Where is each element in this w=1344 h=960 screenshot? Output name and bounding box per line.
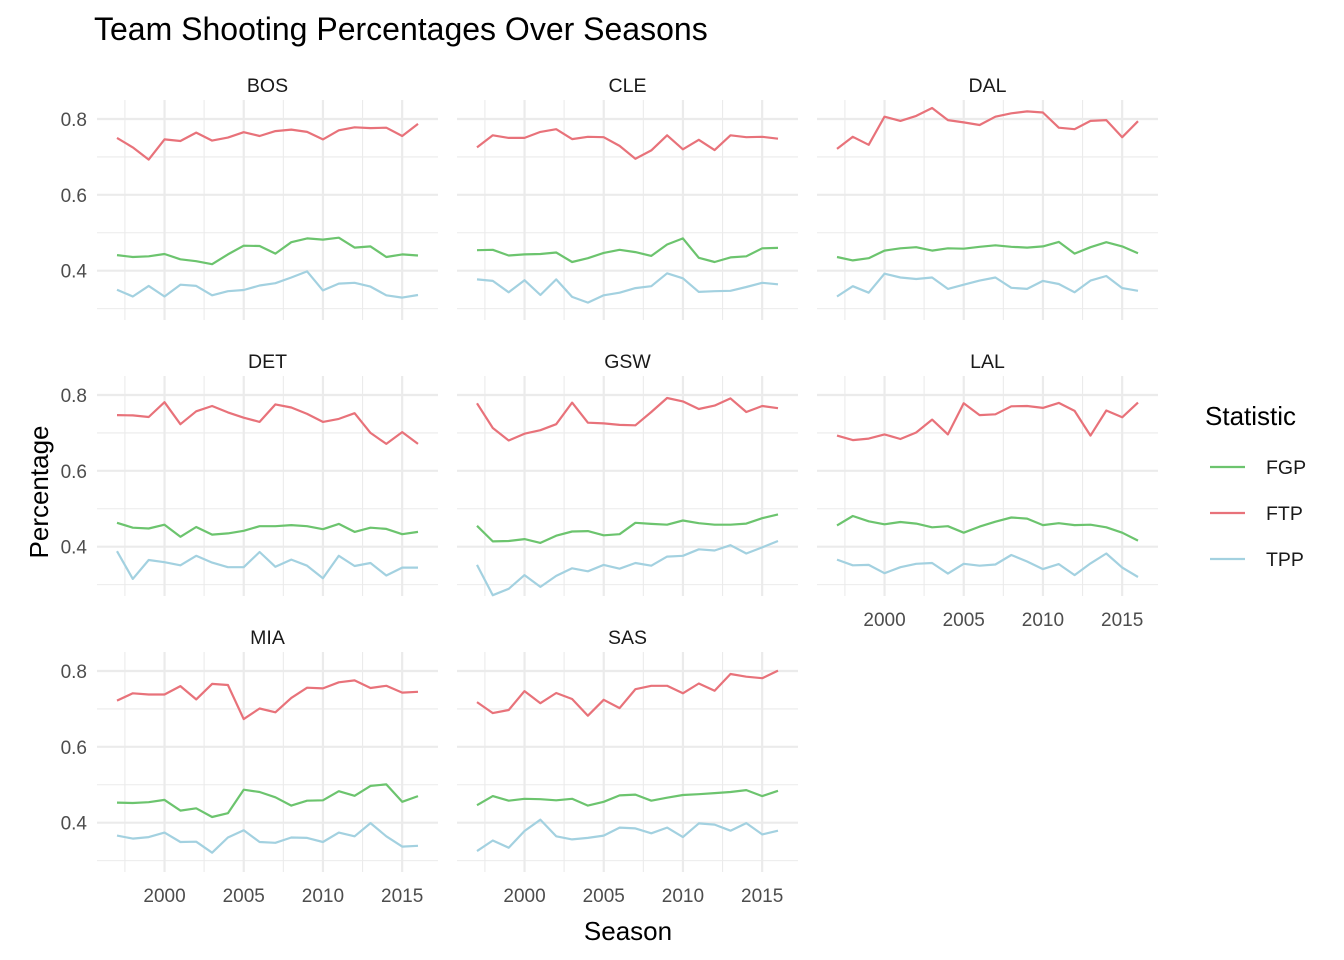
x-tick-label: 2000	[143, 886, 185, 907]
series-line-ftp-gsw	[476, 396, 779, 442]
facet-label-cle: CLE	[609, 75, 647, 97]
series-line-fgp-cle	[476, 237, 779, 264]
series-line-fgp-sas	[476, 789, 779, 807]
x-tick-label: 2010	[1022, 610, 1064, 631]
legend-label-fgp: FGP	[1266, 457, 1306, 479]
y-tick-label: 0.4	[61, 262, 88, 283]
x-tick-label: 2005	[943, 610, 985, 631]
x-tick-label: 2000	[503, 886, 545, 907]
series-line-ftp-bos	[116, 123, 419, 161]
series-line-ftp-dal	[836, 106, 1139, 150]
series-line-ftp-mia	[116, 679, 419, 721]
facet-panel-cle: CLE	[457, 75, 798, 320]
y-axis-title: Percentage	[24, 426, 54, 559]
series-line-fgp-mia	[116, 783, 419, 819]
series-line-fgp-bos	[116, 236, 419, 266]
x-tick-label: 2000	[863, 610, 905, 631]
facet-label-gsw: GSW	[604, 351, 651, 373]
series-line-ftp-cle	[476, 128, 779, 160]
y-tick-label: 0.8	[61, 110, 87, 131]
series-line-tpp-det	[116, 550, 418, 580]
facet-panel-mia: MIA 0.4 0.6 0.8 2000 2005 2010 2015	[61, 627, 438, 907]
x-axis-title: Season	[584, 916, 672, 946]
x-tick-label: 2010	[662, 886, 704, 907]
facet-panel-det: DET 0.4 0.6 0.8	[61, 351, 438, 596]
y-tick-label: 0.8	[61, 662, 87, 683]
series-line-tpp-gsw	[476, 539, 779, 597]
y-tick-label: 0.6	[61, 462, 87, 483]
y-tick-label: 0.4	[61, 538, 88, 559]
y-tick-label: 0.8	[61, 386, 87, 407]
series-line-tpp-bos	[116, 270, 419, 299]
facet-panel-sas: SAS 2000 2005 2010 2015	[457, 627, 798, 907]
series-line-ftp-sas	[476, 669, 779, 717]
series-line-fgp-dal	[836, 240, 1139, 262]
series-line-fgp-gsw	[476, 513, 779, 544]
facet-label-sas: SAS	[608, 627, 647, 649]
legend-label-ftp: FTP	[1266, 503, 1303, 525]
x-tick-label: 2010	[302, 886, 344, 907]
series-line-tpp-mia	[116, 822, 419, 854]
facet-panel-bos: BOS 0.4 0.6 0.8	[61, 75, 438, 320]
series-line-tpp-sas	[476, 818, 779, 853]
series-line-ftp-det	[116, 401, 419, 445]
y-tick-label: 0.4	[61, 814, 88, 835]
facet-panel-dal: DAL	[817, 75, 1158, 320]
series-line-fgp-lal	[836, 514, 1139, 542]
series-line-fgp-det	[116, 521, 419, 538]
facet-panels: BOS 0.4 0.6 0.8 CLE DAL DET 0.4 0.6 0.8 GSW LAL 2000…	[61, 75, 1158, 907]
legend-label-tpp: TPP	[1266, 549, 1304, 571]
series-line-tpp-cle	[476, 272, 779, 304]
x-tick-label: 2015	[381, 886, 423, 907]
x-tick-label: 2015	[1101, 610, 1143, 631]
y-tick-label: 0.6	[61, 738, 87, 759]
facet-panel-gsw: GSW	[457, 351, 798, 597]
facet-label-lal: LAL	[970, 351, 1005, 373]
x-tick-label: 2005	[583, 886, 625, 907]
y-tick-label: 0.6	[61, 186, 87, 207]
chart-title: Team Shooting Percentages Over Seasons	[94, 11, 708, 47]
facet-label-mia: MIA	[250, 627, 285, 649]
x-tick-label: 2005	[223, 886, 265, 907]
legend-title: Statistic	[1205, 401, 1296, 431]
legend: Statistic FGP FTP TPP	[1205, 401, 1306, 571]
series-line-tpp-dal	[836, 272, 1139, 298]
facet-panel-lal: LAL 2000 2005 2010 2015	[817, 351, 1158, 631]
series-line-tpp-lal	[836, 552, 1139, 578]
facet-label-dal: DAL	[969, 75, 1007, 97]
x-tick-label: 2015	[741, 886, 783, 907]
facet-label-det: DET	[248, 351, 287, 373]
series-line-ftp-lal	[836, 401, 1139, 442]
facet-label-bos: BOS	[247, 75, 288, 97]
